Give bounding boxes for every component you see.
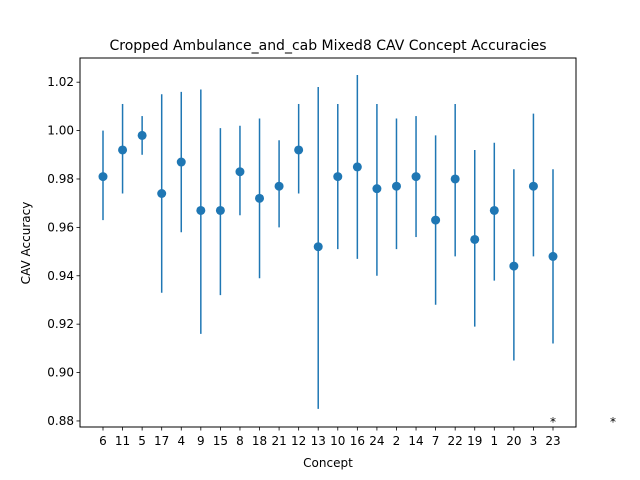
- x-tick-label: 2: [393, 434, 401, 448]
- data-point: [118, 145, 128, 155]
- data-point: [411, 172, 421, 182]
- y-tick-label: 1.02: [47, 75, 74, 89]
- x-tick-label: 21: [271, 434, 286, 448]
- annotation: *: [610, 415, 616, 429]
- y-tick-label: 0.92: [47, 317, 74, 331]
- y-tick-label: 0.96: [47, 220, 74, 234]
- x-tick-label: 20: [506, 434, 521, 448]
- x-tick-label: 1: [490, 434, 498, 448]
- data-point: [391, 181, 401, 191]
- data-point: [470, 234, 480, 244]
- x-tick-label: 13: [311, 434, 326, 448]
- x-tick-label: 12: [291, 434, 306, 448]
- data-point: [215, 205, 225, 215]
- data-point: [352, 162, 362, 172]
- x-tick-label: 4: [177, 434, 185, 448]
- plot-area: 0.880.900.920.940.960.981.001.026 11 5 17 4 9…: [47, 57, 616, 448]
- y-tick-label: 0.90: [47, 366, 74, 380]
- data-point: [313, 242, 323, 252]
- data-point: [372, 184, 382, 194]
- x-tick-label: 24: [369, 434, 384, 448]
- data-point: [98, 172, 108, 182]
- x-tick-label: 16: [350, 434, 365, 448]
- y-tick-label: 0.94: [47, 269, 74, 283]
- x-tick-label: 9: [197, 434, 205, 448]
- y-tick-label: 0.98: [47, 172, 74, 186]
- data-point: [255, 193, 265, 203]
- annotation: *: [550, 415, 556, 429]
- data-point: [509, 261, 519, 271]
- x-axis-label: Concept: [303, 456, 353, 470]
- x-tick-label: 10: [330, 434, 345, 448]
- data-point: [274, 181, 284, 191]
- x-tick-label: 6: [99, 434, 107, 448]
- y-tick-label: 1.00: [47, 124, 74, 138]
- x-tick-label: 22: [448, 434, 463, 448]
- x-tick-label: 15: [213, 434, 228, 448]
- x-tick-label: 19: [467, 434, 482, 448]
- x-tick-label: 11: [115, 434, 130, 448]
- data-point: [235, 167, 245, 177]
- x-tick-label: 3: [530, 434, 538, 448]
- data-point: [489, 205, 499, 215]
- y-tick-label: 0.88: [47, 414, 74, 428]
- axes-frame: [79, 57, 577, 428]
- data-point: [431, 215, 441, 225]
- data-point: [137, 130, 147, 140]
- data-point: [333, 172, 343, 182]
- data-point: [176, 157, 186, 167]
- data-point: [548, 251, 558, 261]
- data-point: [528, 181, 538, 191]
- y-axis-label: CAV Accuracy: [19, 202, 33, 285]
- x-tick-label: 14: [408, 434, 423, 448]
- data-point: [196, 205, 206, 215]
- x-tick-label: 17: [154, 434, 169, 448]
- chart-title: Cropped Ambulance_and_cab Mixed8 CAV Con…: [109, 38, 546, 54]
- data-point: [157, 189, 167, 199]
- data-point: [450, 174, 460, 184]
- x-tick-label: 7: [432, 434, 440, 448]
- x-tick-label: 8: [236, 434, 244, 448]
- x-tick-label: 5: [138, 434, 146, 448]
- data-point: [294, 145, 304, 155]
- x-tick-label: 18: [252, 434, 267, 448]
- x-tick-label: 23: [545, 434, 560, 448]
